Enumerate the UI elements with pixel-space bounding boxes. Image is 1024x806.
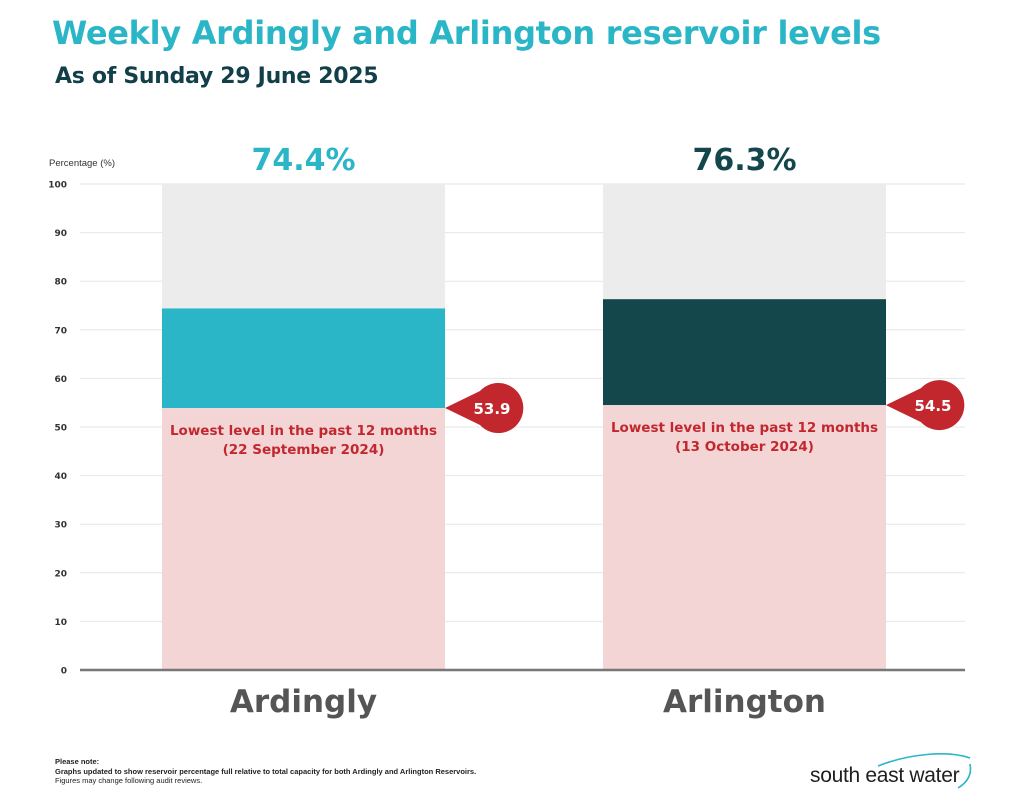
- lowest-level-annotation: (22 September 2024): [223, 442, 385, 458]
- y-tick-label: 90: [54, 229, 67, 239]
- logo-text: south east water: [810, 764, 960, 787]
- current-value-label: 76.3%: [692, 143, 796, 178]
- lowest-value-label: 54.5: [914, 397, 951, 415]
- lowest-value-label: 53.9: [473, 400, 510, 418]
- y-tick-label: 60: [54, 375, 67, 385]
- current-level-bar: [162, 308, 445, 409]
- y-tick-label: 40: [54, 472, 67, 482]
- lowest-level-annotation: Lowest level in the past 12 months: [611, 420, 878, 436]
- y-tick-label: 0: [61, 667, 67, 677]
- y-axis-label: Percentage (%): [49, 158, 115, 169]
- remaining-capacity-bar: [603, 184, 886, 300]
- y-tick-label: 50: [54, 424, 67, 434]
- y-tick-label: 80: [54, 278, 67, 288]
- y-tick-label: 100: [48, 181, 67, 191]
- lowest-level-annotation: (13 October 2024): [675, 439, 814, 455]
- logo-wave-icon: [877, 753, 972, 789]
- current-level-bar: [603, 299, 886, 406]
- lowest-level-annotation: Lowest level in the past 12 months: [170, 423, 437, 439]
- category-label: Arlington: [663, 684, 826, 720]
- y-tick-label: 30: [54, 521, 67, 531]
- note-line-1: Graphs updated to show reservoir percent…: [55, 766, 477, 776]
- y-tick-label: 70: [54, 326, 67, 336]
- footer-note: Please note: Graphs updated to show rese…: [55, 757, 476, 786]
- remaining-capacity-bar: [162, 184, 445, 309]
- lowest-level-band: [162, 408, 445, 670]
- lowest-level-band: [603, 405, 886, 670]
- south-east-water-logo: south east water: [808, 752, 978, 792]
- chart-title: Weekly Ardingly and Arlington reservoir …: [52, 14, 881, 52]
- chart-subtitle: As of Sunday 29 June 2025: [55, 64, 379, 89]
- y-tick-label: 10: [54, 618, 67, 628]
- current-value-label: 74.4%: [251, 143, 355, 178]
- y-tick-label: 20: [54, 569, 67, 579]
- category-label: Ardingly: [230, 684, 377, 720]
- note-title: Please note:: [55, 757, 100, 766]
- lowest-level-marker: [886, 380, 965, 431]
- note-line-2: Figures may change following audit revie…: [55, 776, 203, 785]
- lowest-level-marker: [445, 383, 524, 434]
